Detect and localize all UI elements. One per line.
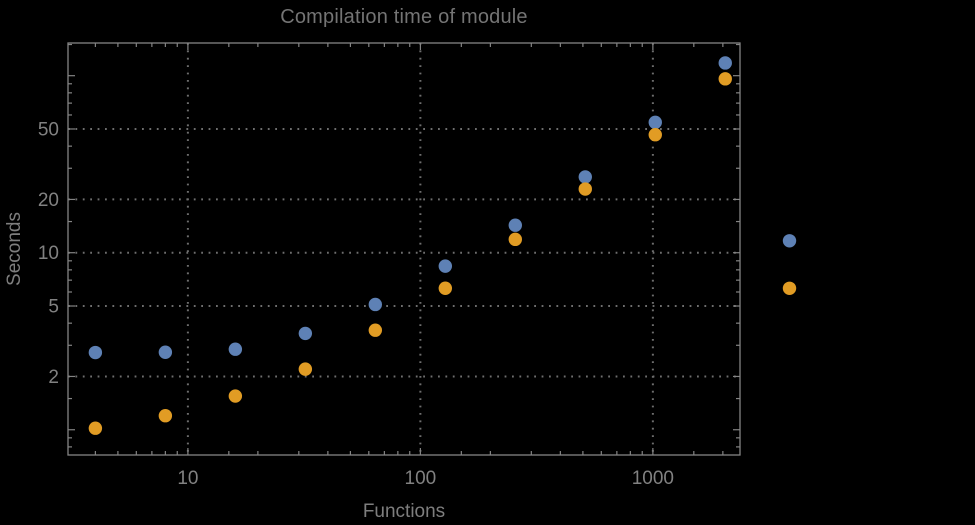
y-tick-label-50: 50	[38, 119, 59, 140]
data-point-series-blue-x256	[508, 218, 522, 232]
data-point-series-blue-x128	[438, 259, 453, 273]
x-tick-label-100: 100	[405, 468, 437, 489]
data-point-series-blue-x32	[298, 326, 313, 341]
legend-marker-series-orange	[782, 281, 797, 295]
data-point-series-blue-x8	[158, 345, 173, 359]
data-point-series-blue-x4	[88, 345, 103, 360]
data-point-series-orange-x128	[438, 281, 453, 295]
y-tick-label-10: 10	[38, 243, 59, 264]
data-point-series-blue-x64	[368, 297, 383, 312]
data-point-series-orange-x4	[88, 421, 103, 435]
data-point-series-orange-x1024	[648, 128, 662, 142]
chart-title: Compilation time of module	[280, 6, 528, 28]
data-point-series-blue-x512	[578, 170, 592, 184]
data-point-series-orange-x64	[368, 323, 383, 337]
y-tick-label-2: 2	[48, 367, 59, 388]
y-axis-label: Seconds	[4, 212, 25, 286]
data-point-series-orange-x32	[298, 362, 313, 376]
data-point-series-orange-x8	[158, 409, 173, 423]
y-tick-label-20: 20	[38, 190, 59, 211]
x-axis-label: Functions	[362, 501, 446, 522]
y-tick-label-5: 5	[48, 297, 59, 318]
x-tick-label-1000: 1000	[632, 468, 674, 489]
data-point-series-orange-x512	[578, 182, 592, 196]
x-tick-label-10: 10	[177, 468, 198, 489]
data-point-series-blue-x2048	[718, 56, 732, 70]
data-point-series-blue-x1024	[648, 115, 662, 130]
data-point-series-orange-x2048	[718, 72, 732, 86]
plot-frame	[67, 42, 741, 456]
legend-marker-series-blue	[782, 234, 797, 248]
data-point-series-orange-x16	[228, 389, 243, 403]
data-point-series-blue-x16	[228, 342, 243, 356]
data-point-series-orange-x256	[508, 232, 522, 247]
